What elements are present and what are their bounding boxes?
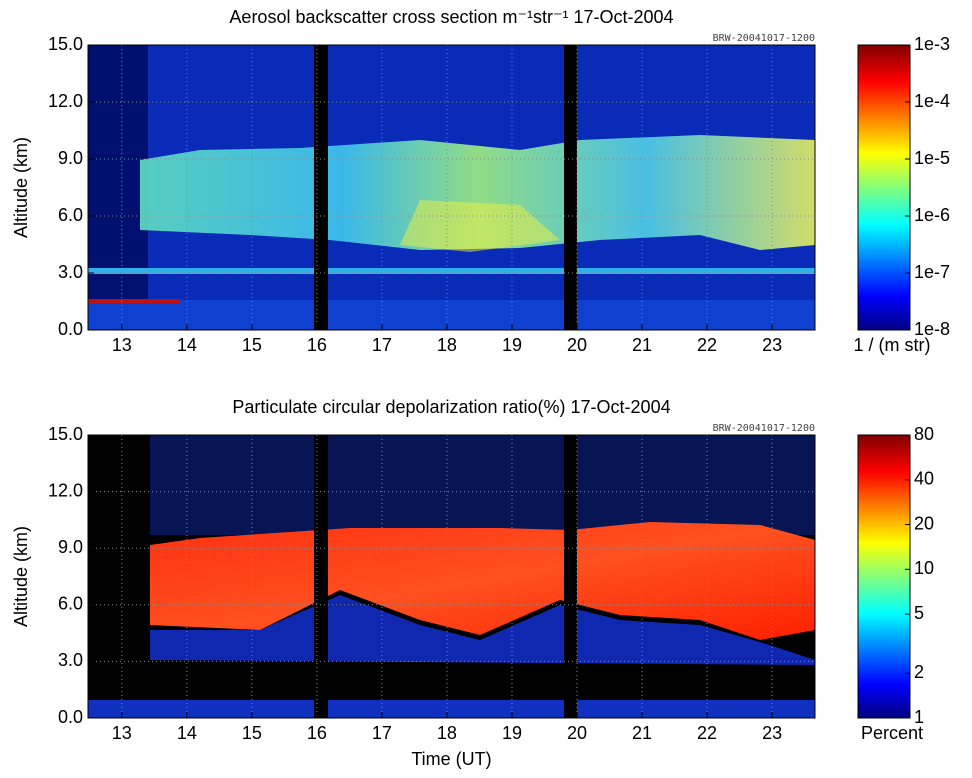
x-tick-label: 13	[112, 335, 132, 355]
colorbar-tick-label: 1e-7	[914, 262, 950, 282]
colorbar-tick-label: 40	[914, 469, 934, 489]
colorbar-tick-label: 1e-3	[914, 34, 950, 54]
colorbar-tick-label: 10	[914, 558, 934, 578]
x-tick-label: 19	[502, 335, 522, 355]
depolarization-image	[88, 435, 815, 718]
backscatter-image	[88, 45, 815, 330]
y-tick-label: 9.0	[58, 148, 83, 168]
x-tick-label: 19	[502, 723, 522, 743]
plot-frame	[87, 44, 816, 331]
y-tick-label: 6.0	[58, 594, 83, 614]
y-axis-label: Altitude (km)	[11, 526, 31, 627]
colorbar-tick-label: 1	[914, 707, 924, 727]
y-tick-label: 12.0	[48, 91, 83, 111]
x-tick-label: 15	[242, 335, 262, 355]
x-tick-label: 18	[437, 335, 457, 355]
x-tick-label: 20	[567, 335, 587, 355]
colorbar-tick-label: 1e-4	[914, 91, 950, 111]
y-tick-label: 3.0	[58, 262, 83, 282]
x-tick-label: 21	[632, 723, 652, 743]
x-tick-label: 20	[567, 723, 587, 743]
y-tick-label: 6.0	[58, 205, 83, 225]
colorbar-tick-label: 80	[914, 424, 934, 444]
x-tick-label: 15	[242, 723, 262, 743]
colorbar-tick-label: 1e-5	[914, 148, 950, 168]
colorbar	[857, 434, 911, 719]
colorbar-tick-label: 2	[914, 662, 924, 682]
x-tick-label: 16	[307, 335, 327, 355]
x-tick-label: 17	[372, 723, 392, 743]
x-tick-label: 22	[697, 335, 717, 355]
y-tick-label: 15.0	[48, 424, 83, 444]
chart-subtitle: BRW-20041017-1200	[713, 33, 815, 44]
colorbar-tick-label: 1e-6	[914, 205, 950, 225]
x-tick-label: 21	[632, 335, 652, 355]
x-tick-label: 22	[697, 723, 717, 743]
y-tick-label: 9.0	[58, 537, 83, 557]
x-tick-label: 16	[307, 723, 327, 743]
chart-subtitle: BRW-20041017-1200	[713, 423, 815, 434]
y-tick-label: 3.0	[58, 650, 83, 670]
chart-title: Particulate circular depolarization rati…	[232, 397, 670, 417]
plot-frame	[87, 434, 816, 719]
x-axis-label: Time (UT)	[411, 749, 491, 769]
colorbar-tick-label: 1e-8	[914, 319, 950, 339]
x-tick-label: 23	[762, 335, 782, 355]
x-tick-label: 13	[112, 723, 132, 743]
colorbar	[857, 44, 911, 331]
x-tick-label: 23	[762, 723, 782, 743]
x-tick-label: 14	[177, 723, 197, 743]
y-tick-label: 15.0	[48, 34, 83, 54]
y-tick-label: 0.0	[58, 319, 83, 339]
x-tick-label: 14	[177, 335, 197, 355]
x-tick-label: 17	[372, 335, 392, 355]
colorbar-tick-label: 5	[914, 603, 924, 623]
y-axis-label: Altitude (km)	[11, 137, 31, 238]
y-tick-label: 0.0	[58, 707, 83, 727]
x-tick-label: 18	[437, 723, 457, 743]
y-tick-label: 12.0	[48, 480, 83, 500]
colorbar-label: 1 / (m str)	[854, 335, 931, 355]
colorbar-label: Percent	[861, 723, 923, 743]
chart-title: Aerosol backscatter cross section m⁻¹str…	[229, 7, 673, 27]
colorbar-tick-label: 20	[914, 513, 934, 533]
